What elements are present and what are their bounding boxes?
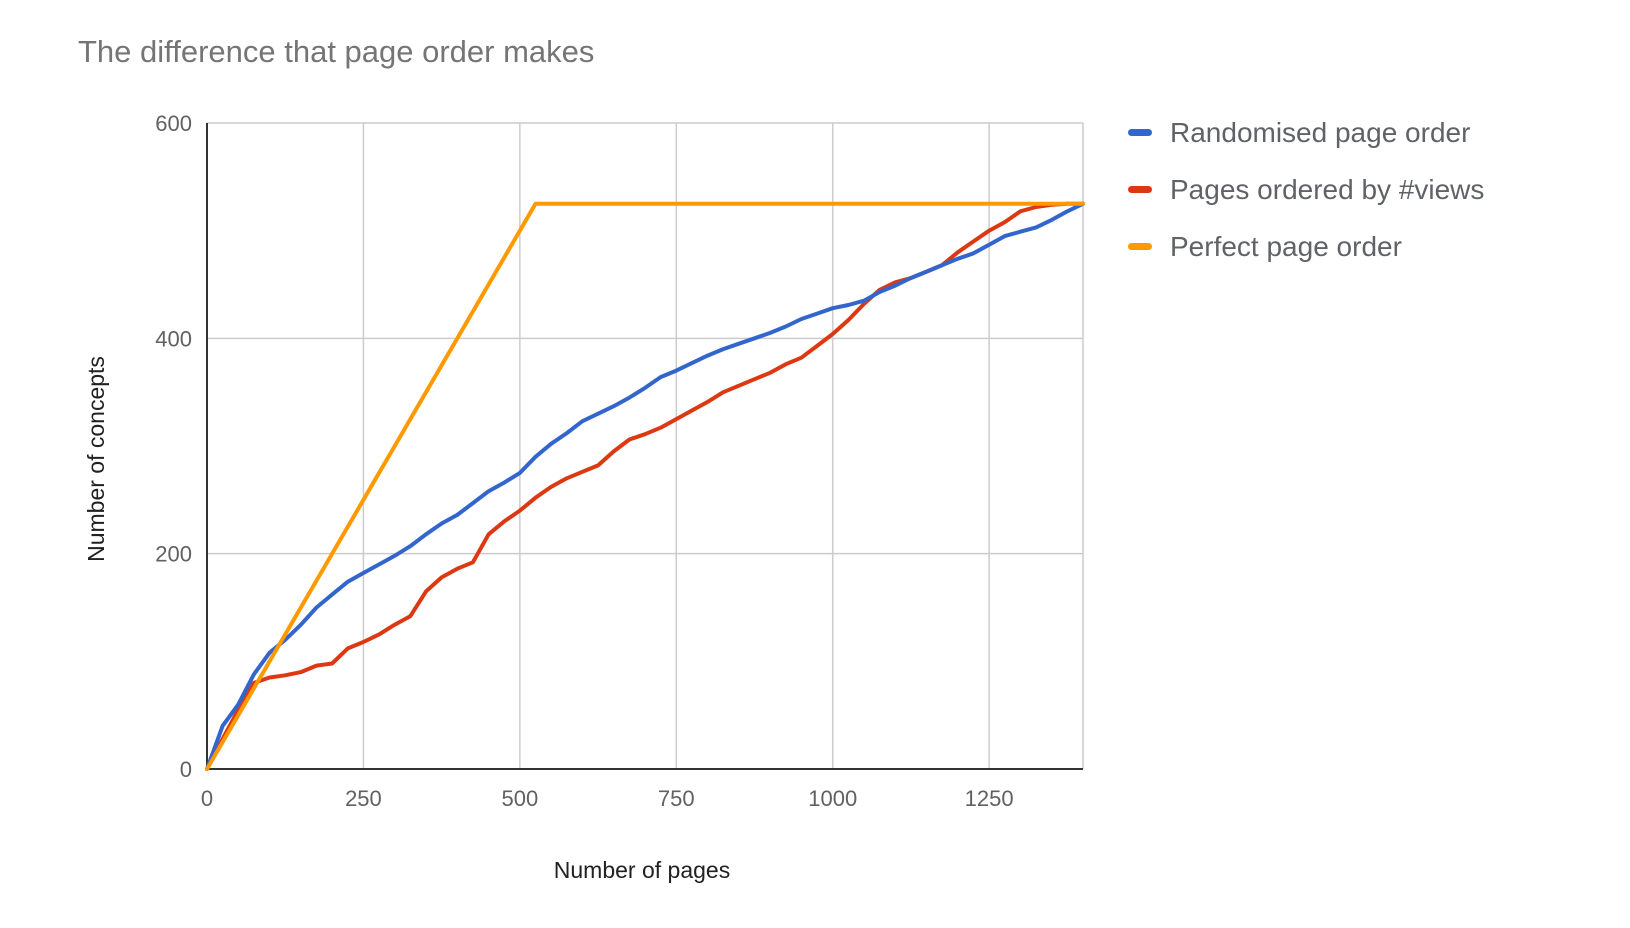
- legend-swatch: [1128, 186, 1152, 193]
- gridlines: [207, 122, 1084, 769]
- legend-label: Perfect page order: [1170, 230, 1402, 262]
- legend-label: Pages ordered by #views: [1170, 173, 1485, 205]
- legend-item-perfect[interactable]: Perfect page order: [1128, 218, 1484, 275]
- legend-item-randomised[interactable]: Randomised page order: [1128, 104, 1484, 161]
- series-lines: [205, 201, 1085, 771]
- x-tick-label: 0: [201, 786, 213, 811]
- y-tick-label: 200: [155, 542, 192, 567]
- legend-item-ordered-by-views[interactable]: Pages ordered by #views: [1128, 161, 1484, 218]
- y-tick-label: 600: [155, 111, 192, 136]
- x-axis-label: Number of pages: [554, 857, 730, 883]
- y-tick-label: 400: [155, 326, 192, 351]
- series-line-perfect-page-order: [205, 201, 1085, 771]
- y-axis-label: Number of concepts: [83, 356, 109, 562]
- legend-swatch: [1128, 129, 1152, 136]
- series-line-randomised-page-order: [205, 201, 1085, 771]
- y-tick-label: 0: [180, 757, 192, 782]
- series-line-pages-ordered-by-views: [205, 201, 1085, 771]
- x-tick-label: 750: [658, 786, 695, 811]
- legend-label: Randomised page order: [1170, 116, 1471, 148]
- x-tick-label: 500: [501, 786, 538, 811]
- legend-swatch: [1128, 243, 1152, 250]
- x-tick-label: 1000: [808, 786, 857, 811]
- tick-labels: 0 250 500 750 1000 1250 0 200 400 600: [155, 111, 1013, 811]
- legend: Randomised page order Pages ordered by #…: [1128, 104, 1484, 275]
- x-tick-label: 1250: [965, 786, 1014, 811]
- chart-title: The difference that page order makes: [78, 34, 595, 69]
- x-tick-label: 250: [345, 786, 382, 811]
- axes: [206, 123, 1083, 770]
